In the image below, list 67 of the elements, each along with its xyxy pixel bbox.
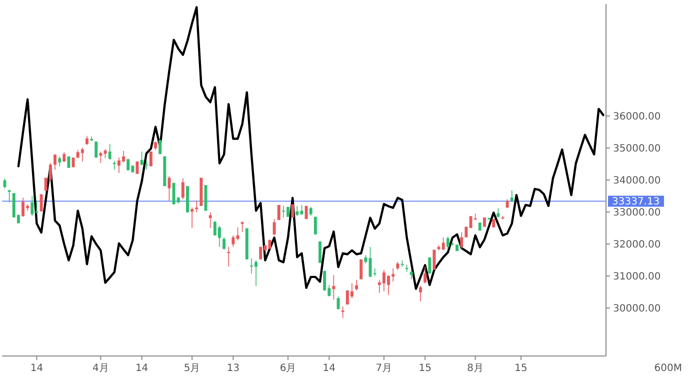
y-tick-label: 36000.00 [613, 112, 661, 122]
candlestick [104, 148, 107, 159]
candlestick [341, 306, 344, 318]
candlestick [272, 218, 276, 236]
x-tick-label: 14 [135, 363, 148, 374]
candlestick [190, 207, 194, 228]
x-tick-label: 8月 [467, 363, 484, 374]
candlestick [240, 220, 244, 233]
candlestick [464, 226, 468, 238]
x-tick-label: 14 [30, 363, 44, 374]
text: 600M [654, 363, 682, 374]
candlestick [424, 266, 427, 284]
line-series [17, 6, 604, 290]
candlestick [168, 176, 171, 202]
candlestick [94, 141, 98, 158]
candlestick [410, 270, 413, 280]
x-tick-label: 7月 [376, 363, 392, 374]
candlestick [8, 190, 11, 203]
candlestick [58, 156, 62, 167]
candlestick [222, 236, 226, 250]
candlestick [140, 151, 144, 166]
candlestick [428, 257, 432, 274]
candlestick [181, 178, 184, 200]
candlestick [99, 151, 102, 164]
candlestick [80, 147, 84, 162]
candlestick [62, 152, 66, 162]
candlestick [291, 204, 294, 218]
candlestick [314, 216, 317, 235]
candlestick [112, 160, 116, 170]
x-tick-label: 4月 [92, 363, 109, 374]
candlestick [510, 190, 514, 203]
candlestick [259, 246, 262, 260]
candlestick [336, 296, 340, 310]
candlestick [332, 274, 336, 300]
y-tick-label: 31000.00 [613, 272, 661, 282]
candlestick [296, 206, 299, 216]
ref-line-label: 33337.13 [612, 196, 660, 208]
x-tick-label: 5月 [184, 363, 200, 374]
candlestick [432, 249, 436, 270]
x-tick-label: 13 [226, 363, 240, 374]
y-tick-label: 30000.00 [613, 304, 661, 314]
y-tick-label: 33000.00 [613, 208, 661, 218]
y-tick-label: 34000.00 [613, 176, 661, 186]
y-tick-label: 32000.00 [613, 240, 661, 250]
candlestick [496, 208, 500, 218]
candlestick [54, 154, 56, 170]
x-tick-label: 15 [514, 363, 528, 374]
x-tick-label: 6月 [280, 363, 296, 374]
x-tick-label: 14 [322, 363, 336, 374]
candlestick [460, 232, 464, 250]
candlestick [144, 160, 148, 170]
candlestick [158, 140, 162, 154]
candlestick [208, 212, 212, 228]
candlestick [442, 236, 445, 251]
candlestick [40, 193, 43, 212]
candlestick [227, 246, 230, 268]
candlestick [318, 241, 322, 264]
candlestick [30, 196, 34, 216]
candlestick [232, 234, 235, 248]
candlestick [149, 151, 152, 167]
candlestick [419, 286, 422, 302]
candlestick [108, 144, 112, 160]
x-tick-label: 15 [418, 363, 432, 374]
candlestick [195, 200, 198, 213]
y-tick-label: 35000.00 [613, 144, 661, 154]
candlestick [218, 225, 221, 248]
candlestick [355, 279, 358, 291]
